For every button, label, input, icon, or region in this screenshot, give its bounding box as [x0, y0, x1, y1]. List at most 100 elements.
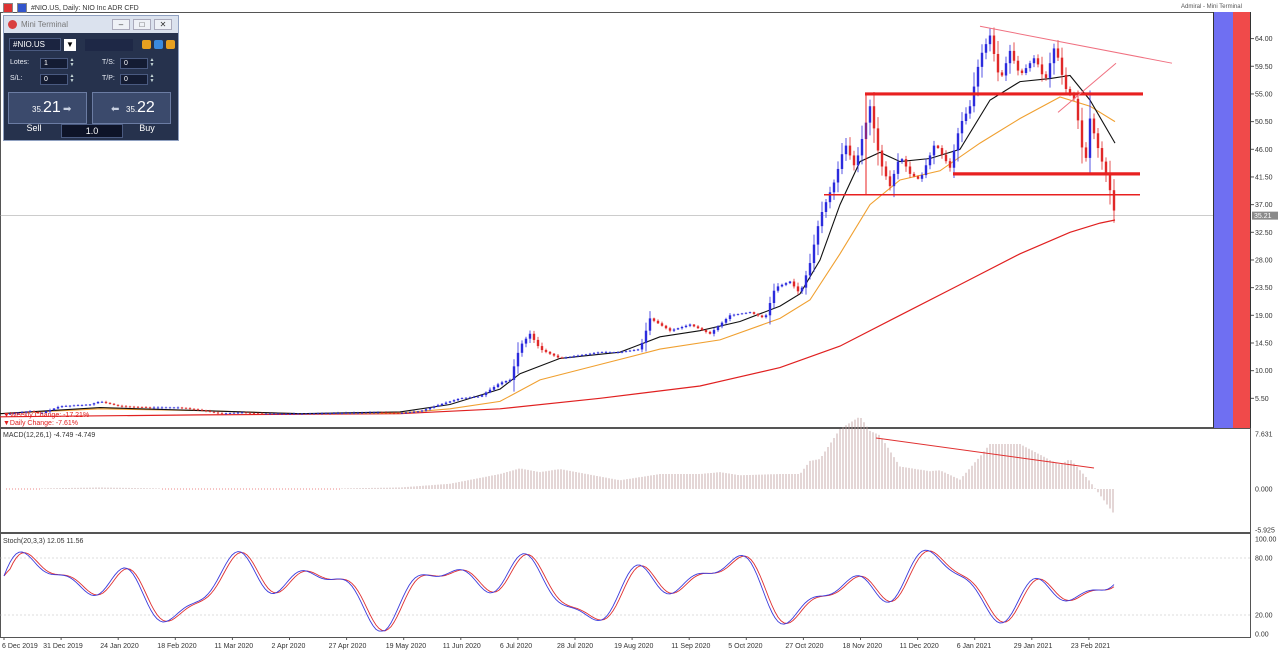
sell-button[interactable]: Sell [26, 123, 42, 133]
y-tick-label: 32.50 [1255, 230, 1273, 237]
candle-body [104, 401, 108, 403]
x-tick-label: 27 Apr 2020 [329, 643, 367, 650]
macd-bar [204, 488, 205, 490]
candle-body [916, 176, 920, 179]
x-tick-label: 28 Jul 2020 [557, 643, 593, 650]
candle-body [76, 405, 80, 407]
drawn-lines[interactable] [824, 25, 1173, 196]
buy-button[interactable]: Buy [139, 123, 155, 133]
macd-bar [276, 488, 277, 490]
candle-body [796, 286, 800, 292]
macd-bar [12, 488, 13, 490]
candle-body [628, 350, 632, 352]
info-icon[interactable] [166, 40, 175, 49]
candle-body [456, 398, 460, 401]
candle-body [928, 155, 932, 166]
tp-stepper-icon[interactable]: ▲ ▼ [149, 73, 155, 84]
candle-body [1004, 63, 1008, 76]
candle-body [616, 352, 620, 354]
candle-body [576, 355, 580, 357]
candle-body [668, 328, 672, 331]
candle-body [612, 352, 616, 354]
current-price-tag [1252, 211, 1278, 220]
lock-icon[interactable] [142, 40, 151, 49]
macd-bar [210, 488, 211, 490]
macd-bar [282, 488, 283, 490]
candle-body [228, 413, 232, 414]
candle-body [836, 168, 840, 183]
minimize-button[interactable]: – [112, 19, 130, 30]
candle-body [1084, 147, 1088, 158]
candle-body [932, 145, 936, 156]
ts-input[interactable]: 0 [120, 58, 148, 69]
macd-tick-label: 0.000 [1255, 487, 1273, 494]
candle-body [248, 412, 252, 414]
candle-body [824, 202, 828, 213]
candle-body [452, 400, 456, 402]
candle-body [924, 165, 928, 176]
maximize-button[interactable]: □ [133, 19, 151, 30]
y-tick-label: 46.00 [1255, 147, 1273, 154]
candle-body [92, 403, 96, 405]
candle-body [792, 281, 796, 287]
candle-body [436, 405, 440, 407]
candle-body [1044, 74, 1048, 78]
candle-body [536, 339, 540, 347]
macd-bar [288, 488, 289, 490]
candle-body [656, 320, 660, 324]
lots-input[interactable]: 1 [40, 58, 68, 69]
candle-body [240, 412, 244, 414]
candle-body [176, 407, 180, 409]
buy-price-button[interactable]: ⬅ 35. 22 [92, 92, 171, 124]
candle-body [52, 408, 56, 411]
sell-price-button[interactable]: 35. 21 ➡ [8, 92, 87, 124]
sl-stepper-icon[interactable]: ▲ ▼ [69, 73, 75, 84]
candle-body [356, 412, 360, 414]
candles [4, 27, 1116, 416]
symbol-dropdown-icon[interactable]: ▼ [64, 38, 76, 51]
candle-body [880, 150, 884, 167]
macd-trend-line [875, 437, 1095, 469]
mini-terminal-window[interactable]: Mini Terminal – □ ✕ #NIO.US ▼ Lotes: 1 ▲… [3, 15, 179, 141]
candle-body [72, 405, 76, 407]
candle-body [704, 330, 708, 332]
candle-body [716, 326, 720, 331]
candle-body [908, 166, 912, 174]
candle-body [80, 404, 84, 406]
close-button[interactable]: ✕ [154, 19, 172, 30]
candle-body [1020, 70, 1024, 74]
candle-body [620, 351, 624, 353]
candle-body [288, 413, 292, 415]
macd-bar [234, 488, 235, 490]
ts-stepper-icon[interactable]: ▲ ▼ [149, 57, 155, 68]
macd-bar [225, 488, 226, 490]
settings-icon[interactable] [154, 40, 163, 49]
mini-terminal-titlebar[interactable]: Mini Terminal – □ ✕ [4, 16, 178, 33]
candle-body [712, 330, 716, 334]
candle-body [224, 413, 228, 415]
macd-bar [177, 488, 178, 490]
lot-size-field[interactable]: 1.0 [61, 124, 123, 138]
tp-input[interactable]: 0 [120, 74, 148, 85]
candle-body [336, 413, 340, 414]
candle-body [340, 413, 344, 414]
candle-body [304, 413, 308, 415]
sl-input[interactable]: 0 [40, 74, 68, 85]
candle-body [448, 401, 452, 403]
macd-bar [201, 488, 202, 490]
candle-body [384, 412, 388, 414]
lots-stepper-icon[interactable]: ▲ ▼ [69, 57, 75, 68]
candle-body [280, 413, 284, 415]
candle-body [744, 312, 748, 314]
candle-body [692, 324, 696, 327]
candle-body [956, 133, 960, 151]
candle-body [1068, 89, 1072, 94]
candle-body [220, 413, 224, 415]
candle-body [572, 356, 576, 358]
candle-body [96, 402, 100, 404]
symbol-field[interactable]: #NIO.US [9, 38, 61, 51]
candle-body [720, 322, 724, 327]
candle-body [500, 382, 504, 385]
price-display-field [85, 38, 133, 51]
